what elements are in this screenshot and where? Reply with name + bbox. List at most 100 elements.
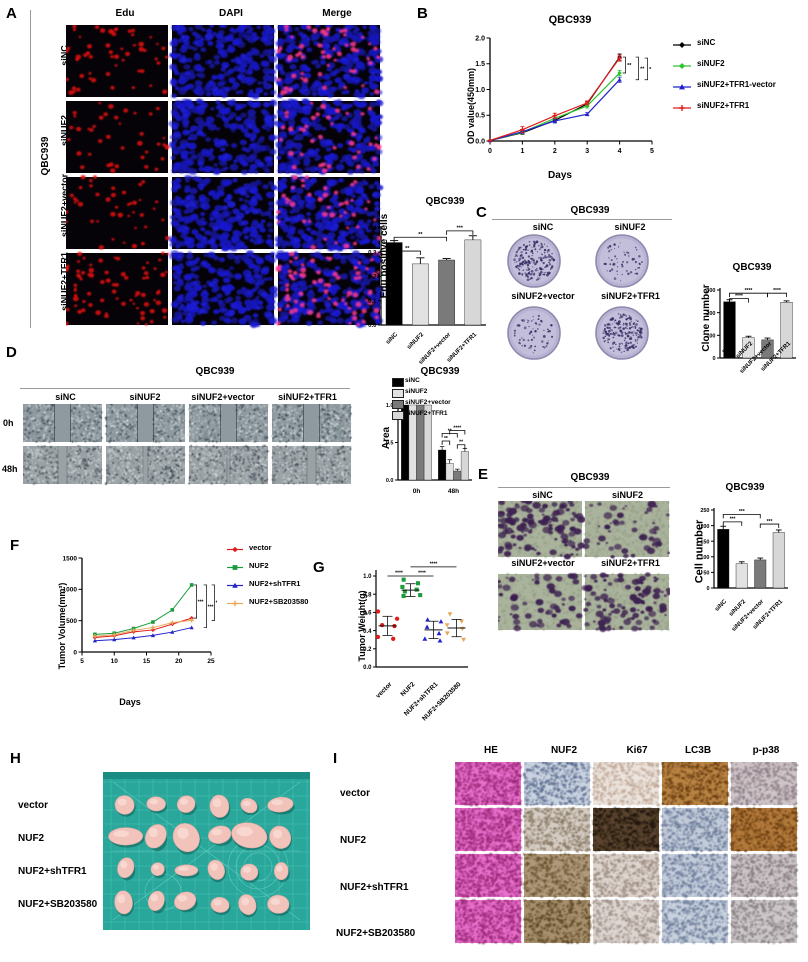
svg-text:**: ** [640,66,645,72]
panelE-chart-title: QBC939 [700,482,790,493]
panel-e-title: QBC939 [500,472,680,483]
panelB-legend-label-2: siNUF2+TFR1-vector [697,80,776,89]
panel-b-letter: B [417,6,428,21]
panel-i-letter: I [333,751,337,766]
panelD-xtick-1: 48h [435,488,472,495]
panel-f-xlabel: Days [60,697,200,707]
panel-c-plate-label-1: siNUF2 [590,222,670,232]
svg-text:300: 300 [706,288,715,294]
panel-c-title: QBC939 [500,205,680,216]
panel-c-plates [490,233,680,363]
panel-a-col-dapi: DAPI [176,8,286,19]
panel-d-col-0: siNC [28,392,103,402]
panel-a-left-rule [30,10,31,328]
panel-i-row-0: vector [340,788,370,799]
panel-e-transwell-images [498,501,670,633]
svg-text:****: **** [773,288,781,294]
panel-a-micrographs [66,25,396,330]
svg-text:1.5: 1.5 [475,61,485,68]
panel-b-xlabel: Days [490,170,630,181]
panel-f-line-chart: 050010001500510152025********* [52,548,217,676]
panel-a-side-label: QBC939 [40,116,52,196]
panelA-bar-chart: 0.0 0.1 0.2 0.3 0.4 ** ** *** siNC siNUF2 siNUF2+v… [355,210,490,335]
panelF-legend-label-1: NUF2 [249,561,269,570]
svg-text:0: 0 [488,148,492,155]
svg-text:****: **** [745,288,753,294]
svg-text:0.5: 0.5 [475,113,485,120]
svg-text:0.3: 0.3 [368,250,377,256]
panel-h-tumor-photo [103,772,310,930]
panel-e-letter: E [478,467,488,482]
panelA-xtick-0: siNC [356,332,399,375]
svg-text:0.0: 0.0 [475,138,485,145]
panel-d-col-1: siNUF2 [110,392,180,402]
svg-text:1.0: 1.0 [475,87,485,94]
panelD-legend-label-1: siNUF2 [405,388,427,395]
panelC-chart-title: QBC939 [712,262,792,273]
panel-f-letter: F [10,538,19,553]
panel-h-row-0: vector [18,800,48,811]
panelD-legend-swatch-2 [392,400,404,409]
panel-i-col-1: NUF2 [528,745,600,756]
panel-g-scatter-chart: 0.0 0.2 0.4 0.6 0.8 1.0 **** **** **** [352,560,472,675]
panel-g-letter: G [313,560,325,575]
panel-h-letter: H [10,751,21,766]
svg-text:2.0: 2.0 [475,35,485,42]
panel-d-col-3: siNUF2+TFR1 [265,392,350,402]
panel-c-letter: C [476,205,487,220]
panel-i-row-3: NUF2+SB203580 [336,928,415,939]
panelF-legend-label-0: vector [249,543,272,552]
svg-text:*: * [649,67,652,73]
panel-d-row-1: 48h [2,464,18,474]
panelF-legend-label-3: NUF2+SB203580 [249,597,308,606]
panel-i-ihc-grid [455,762,800,948]
panelG-xtick-3: NUF2+SB203580 [418,681,462,725]
svg-text:****: **** [735,293,743,299]
panel-h-row-2: NUF2+shTFR1 [18,866,87,877]
panel-a-letter: A [6,6,17,21]
panelD-legend-swatch-1 [392,389,404,398]
panelD-legend-label-0: siNC [405,377,420,384]
svg-text:0.1: 0.1 [368,299,377,305]
panel-i-row-2: NUF2+shTFR1 [340,882,409,893]
panel-i-row-1: NUF2 [340,835,366,846]
panelG-xtick-0: vector [349,681,393,725]
panel-d-row-0: 0h [3,418,14,428]
svg-text:**: ** [627,63,632,69]
panelD-legend-label-2: siNUF2+vector [405,399,451,406]
panel-g-xticklabels: vector NUF2 NUF2+shTFR1 NUF2+SB203580 [330,678,490,724]
panel-d-title: QBC939 [90,366,340,377]
panelG-xtick-2: NUF2+shTFR1 [395,681,439,725]
panelC-xticklabels: siNC siNUF2 siNUF2+vector siNUF2+TFR1 [690,338,808,378]
panelD-legend: siNC siNUF2 siNUF2+vector siNUF2+TFR1 [392,378,482,426]
panel-e-img-label-0: siNC [505,490,580,500]
panel-d-scratch-images [23,404,353,486]
panelD-xtick-0: 0h [398,488,435,495]
panel-a-col-merge: Merge [282,8,392,19]
panel-h-row-3: NUF2+SB203580 [18,899,97,910]
panelD-legend-label-3: siNUF2+TFR1 [405,410,447,417]
panel-i-col-4: p-p38 [730,745,802,756]
panel-h-row-1: NUF2 [18,833,44,844]
panelB-legend-label-0: siNC [697,38,715,47]
panelD-legend-swatch-0 [392,378,404,387]
panelE-xticklabels: siNC siNUF2 siNUF2+vector siNUF2+TFR1 [682,596,802,636]
panel-e-rule [498,487,670,488]
svg-text:200: 200 [706,311,715,317]
panelD-xticklabels: 0h 48h [376,488,476,502]
svg-text:0.4: 0.4 [368,226,377,232]
panel-d-rule [20,388,350,389]
panel-b-line-chart: 0.0 0.5 1.0 1.5 2.0 0 1 2 3 4 5 ** ** * [462,30,662,165]
panel-c-plate-label-0: siNC [503,222,583,232]
svg-text:2: 2 [553,148,557,155]
panel-d-letter: D [6,345,17,360]
panelG-xtick-1: NUF2 [372,681,416,725]
svg-text:0.2: 0.2 [368,275,377,281]
panelB-legend-label-3: siNUF2+TFR1 [697,101,749,110]
panel-d-col-2: siNUF2+vector [178,392,268,402]
panel-b-title: QBC939 [500,14,640,26]
svg-text:5: 5 [650,148,654,155]
panel-e-img-label-1: siNUF2 [590,490,665,500]
panel-b-legend: siNC siNUF2 siNUF2+TFR1-vector siNUF2+TFR1 [672,38,808,128]
svg-text:4: 4 [618,148,622,155]
